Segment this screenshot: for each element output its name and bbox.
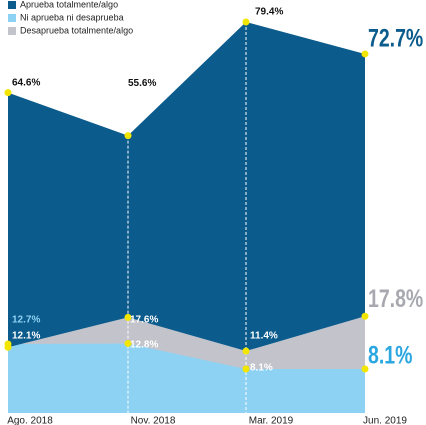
area — [8, 343, 365, 413]
data-label: 8.1% — [368, 341, 412, 369]
data-label: 55.6% — [128, 78, 156, 89]
legend-label: Ni aprueba ni desaprueba — [20, 12, 124, 22]
point-marker — [361, 50, 369, 58]
data-label: 11.4% — [250, 331, 278, 342]
data-label: 12.7% — [12, 315, 40, 326]
x-tick-label: Jun. 2019 — [363, 416, 407, 425]
data-label: 12.1% — [12, 331, 40, 342]
x-tick-label: Nov. 2018 — [131, 416, 176, 425]
point-marker — [124, 339, 132, 347]
point-marker — [242, 347, 250, 355]
point-marker — [4, 89, 12, 97]
legend-swatch — [8, 27, 16, 35]
legend-swatch — [8, 14, 16, 22]
x-tick-label: Ago. 2018 — [7, 416, 53, 425]
data-label: 17.8% — [368, 285, 423, 313]
legend-swatch — [8, 1, 16, 9]
data-label: 64.6% — [12, 77, 40, 88]
data-label: 79.4% — [255, 7, 283, 18]
data-label: 12.8% — [130, 340, 158, 351]
point-marker — [124, 132, 132, 140]
point-marker — [4, 343, 12, 351]
data-label: 8.1% — [250, 363, 273, 374]
area — [8, 21, 365, 352]
point-marker — [361, 365, 369, 373]
data-label: 72.7% — [368, 24, 423, 52]
legend-label: Aprueba totalmente/algo — [20, 0, 118, 9]
legend-label: Desaprueba totalmente/algo — [20, 25, 133, 35]
point-marker — [242, 18, 250, 26]
x-tick-label: Mar. 2019 — [249, 416, 294, 425]
point-marker — [124, 313, 132, 321]
data-label: 17.6% — [130, 315, 158, 326]
point-marker — [242, 365, 250, 373]
point-marker — [361, 312, 369, 320]
